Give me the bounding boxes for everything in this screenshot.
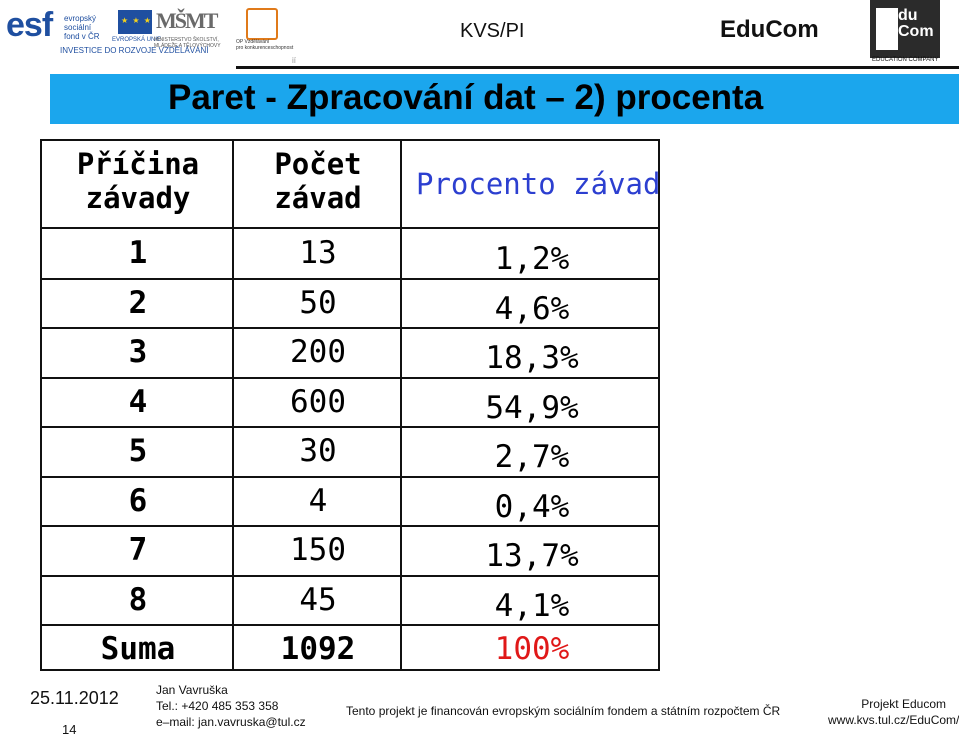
funding-note: Tento projekt je financován evropským so… [346, 704, 781, 718]
cause-cell: 2 [128, 284, 148, 321]
educom-caption: EDUCATION COMPANY [872, 57, 939, 63]
sum-percent: 100% [494, 631, 570, 667]
row-divider [42, 327, 658, 329]
count-cell: 200 [290, 334, 346, 370]
eu-logo-text: EVROPSKÁ UNIE [112, 37, 162, 43]
header-divider [236, 66, 959, 69]
msmt-logo-mark: MŠMT [156, 8, 218, 33]
course-code: KVS/PI [460, 20, 525, 42]
esf-logo-text: evropský sociální fond v ČR [64, 14, 100, 41]
esf-logo: esf evropský sociální fond v ČR EVROPSKÁ… [6, 6, 293, 58]
cause-cell: 4 [128, 383, 148, 420]
percent-cell: 54,9% [485, 389, 579, 426]
educom-logo-text: du Com [898, 7, 934, 40]
op-logo-icon [246, 8, 278, 40]
cause-cell: 6 [128, 482, 148, 519]
row-divider [42, 525, 658, 527]
esf-logo-mark: esf [6, 6, 53, 44]
cause-cell: 3 [128, 334, 148, 370]
esf-investment-slogan: INVESTICE DO ROZVOJE VZDĚLÁVÁNÍ [60, 46, 209, 55]
count-cell: 45 [299, 581, 337, 618]
count-cell: 30 [299, 433, 337, 469]
page-number: 14 [62, 722, 77, 737]
author-contact: Jan Vavruška Tel.: +420 485 353 358 e–ma… [156, 683, 306, 729]
msmt-logo-text: MINISTERSTVO ŠKOLSTVÍ, MLÁDEŽE A TĚLOVÝC… [154, 37, 221, 49]
count-cell: 50 [299, 284, 337, 321]
row-divider [42, 376, 658, 379]
percent-cell: 18,3% [485, 340, 579, 376]
count-cell: 150 [290, 532, 346, 568]
project-name: Projekt Educom [861, 697, 946, 711]
col-header-count: Počet závad [274, 147, 362, 215]
percent-cell: 4,6% [494, 290, 570, 327]
slide-title: Paret - Zpracování dat – 2) procenta [168, 78, 764, 117]
count-cell: 4 [308, 482, 328, 519]
column-divider [232, 141, 234, 669]
col-header-cause: Příčina závady [76, 147, 200, 215]
cause-cell: 8 [128, 581, 148, 618]
op-logo-text: OP Vzdělávání pro konkurenceschopnost [236, 39, 294, 51]
row-divider [42, 574, 658, 577]
percent-cell: 0,4% [494, 488, 570, 525]
stray-mark: ií [292, 56, 296, 65]
eu-flag-icon [118, 10, 152, 34]
cause-cell: 7 [128, 532, 148, 568]
project-url[interactable]: www.kvs.tul.cz/EduCom/ [828, 713, 959, 727]
slide-header: esf evropský sociální fond v ČR EVROPSKÁ… [0, 0, 959, 69]
header-row-divider [42, 227, 658, 229]
row-divider [42, 426, 658, 428]
pareto-table: Příčina závady Počet závad Procento záva… [40, 139, 660, 671]
row-divider [42, 624, 658, 626]
percent-cell: 13,7% [485, 538, 579, 574]
row-divider [42, 277, 658, 280]
sum-label: Suma [100, 631, 176, 667]
row-divider [42, 475, 658, 478]
cause-cell: 5 [128, 433, 148, 469]
educom-logo: du Com [870, 0, 940, 58]
count-cell: 13 [299, 235, 337, 271]
footer-date: 25.11.2012 [30, 688, 119, 708]
sum-count: 1092 [280, 631, 356, 667]
count-cell: 600 [290, 383, 346, 420]
slide-title-bar: Paret - Zpracování dat – 2) procenta [50, 74, 959, 124]
project-info: Projekt Educom www.kvs.tul.cz/EduCom/ [828, 696, 959, 728]
percent-cell: 1,2% [494, 241, 570, 277]
slide-footer: 25.11.2012 14 Jan Vavruška Tel.: +420 48… [0, 676, 959, 737]
column-divider [400, 141, 402, 669]
col-header-percent: Procento závad [416, 167, 661, 201]
percent-cell: 4,1% [494, 587, 570, 624]
brand-name: EduCom [720, 16, 819, 43]
percent-cell: 2,7% [494, 439, 570, 475]
cause-cell: 1 [128, 235, 148, 271]
